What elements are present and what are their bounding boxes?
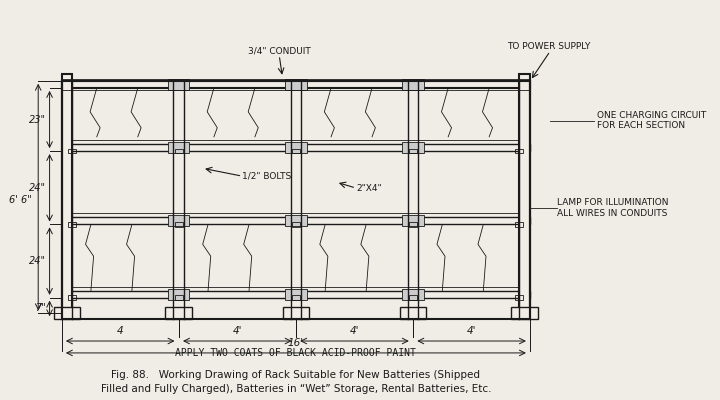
Bar [402,142,424,153]
Bar [62,144,530,151]
Text: 23": 23" [30,114,46,124]
Bar [175,149,183,154]
Bar [292,222,300,227]
Bar [285,142,307,153]
Bar [511,307,539,319]
Bar [62,213,530,217]
Bar [516,295,523,300]
Bar [402,79,424,90]
Bar [62,287,530,291]
Bar [285,215,307,226]
Bar [409,295,417,300]
Bar [68,149,76,154]
Bar [409,149,417,154]
Text: 6' 6": 6' 6" [9,195,32,205]
Text: 24": 24" [30,183,46,193]
Text: 3/4" CONDUIT: 3/4" CONDUIT [248,46,310,55]
Text: ONE CHARGING CIRCUIT
FOR EACH SECTION: ONE CHARGING CIRCUIT FOR EACH SECTION [597,111,706,130]
Bar [62,217,530,224]
Bar [168,215,189,226]
Bar [282,307,310,319]
Text: 7": 7" [35,304,46,314]
Text: 4': 4' [233,326,242,336]
Bar [68,295,76,300]
Bar [402,215,424,226]
Bar [292,149,300,154]
Text: 16': 16' [288,338,304,348]
Bar [68,222,76,227]
Bar [166,307,192,319]
Bar [175,222,183,227]
Bar [62,81,530,88]
Bar [175,295,183,300]
Text: 4': 4' [467,326,477,336]
Text: APPLY TWO COATS OF BLACK ACID-PROOF PAINT: APPLY TWO COATS OF BLACK ACID-PROOF PAIN… [176,348,416,358]
Text: 1/2" BOLTS: 1/2" BOLTS [243,172,292,181]
Bar [285,289,307,300]
Text: TO POWER SUPPLY: TO POWER SUPPLY [507,42,590,51]
Bar [62,81,530,319]
Text: 2"X4": 2"X4" [356,184,382,192]
Bar [168,79,189,90]
Bar [409,222,417,227]
Bar [285,79,307,90]
Bar [292,295,300,300]
Text: Filled and Fully Charged), Batteries in “Wet” Storage, Rental Batteries, Etc.: Filled and Fully Charged), Batteries in … [101,384,491,394]
Text: LAMP FOR ILLUMINATION
ALL WIRES IN CONDUITS: LAMP FOR ILLUMINATION ALL WIRES IN CONDU… [557,198,668,218]
Text: Fig. 88.   Working Drawing of Rack Suitable for New Batteries (Shipped: Fig. 88. Working Drawing of Rack Suitabl… [112,370,480,380]
Bar [400,307,426,319]
Bar [519,74,530,319]
Text: 4': 4' [350,326,359,336]
Bar [62,140,530,144]
Bar [402,289,424,300]
Bar [516,222,523,227]
Bar [516,149,523,154]
Bar [168,289,189,300]
Bar [53,307,81,319]
Text: 4: 4 [117,326,124,336]
Bar [168,142,189,153]
Bar [62,291,530,298]
Bar [62,74,72,319]
Text: 24": 24" [30,256,46,266]
